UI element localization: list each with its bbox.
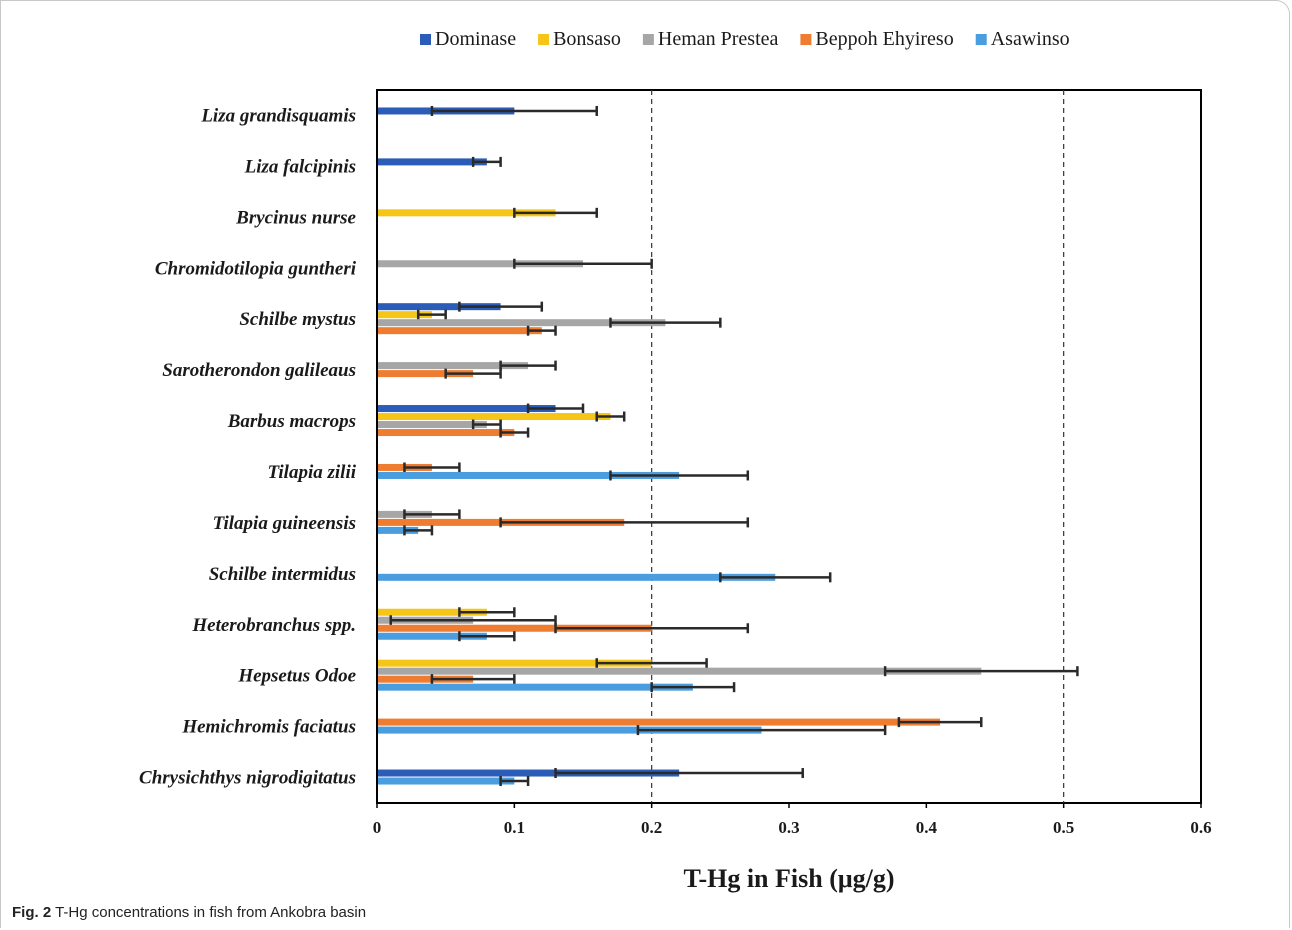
category-label: Liza falcipinis xyxy=(244,156,356,177)
caption-text: T-Hg concentrations in fish from Ankobra… xyxy=(55,904,367,921)
category-label: Hemichromis faciatus xyxy=(181,717,356,738)
legend-swatch xyxy=(800,34,812,45)
bar xyxy=(378,667,982,675)
x-tick-label: 0 xyxy=(373,818,382,837)
bar xyxy=(378,608,487,616)
plot-area: 0 0.1 0.2 0.3 0.4 0.5 0.6 Liza grandisquamis Liz… xyxy=(139,89,1212,837)
bar xyxy=(378,311,432,319)
x-tick-label: 0.6 xyxy=(1190,818,1211,837)
category-label: Chromidotilopia guntheri xyxy=(155,258,357,279)
bar-chart: Dominase Bonsaso Heman Prestea Beppoh Ehyir… xyxy=(139,28,1212,893)
bar xyxy=(378,327,542,335)
bar xyxy=(378,319,666,327)
x-axis-title: T-Hg in Fish (μg/g) xyxy=(684,864,895,893)
legend-label: Asawinso xyxy=(991,28,1070,50)
legend-label: Dominase xyxy=(435,28,516,50)
x-tick-label: 0.2 xyxy=(641,818,662,837)
bar xyxy=(378,659,652,667)
bar xyxy=(378,777,515,785)
x-tick-label: 0.3 xyxy=(778,818,799,837)
category-label: Hepsetus Odoe xyxy=(237,666,356,687)
category-label: Schilbe intermidus xyxy=(209,564,356,585)
bar xyxy=(378,718,941,726)
bar xyxy=(378,429,515,437)
bar xyxy=(378,209,556,217)
bar xyxy=(378,726,762,734)
bar xyxy=(378,413,611,421)
bar xyxy=(378,362,529,370)
bar xyxy=(378,675,474,683)
legend-label: Heman Prestea xyxy=(658,28,779,50)
bar xyxy=(378,632,487,640)
category-label: Schilbe mystus xyxy=(239,309,356,330)
x-tick-label: 0.5 xyxy=(1053,818,1074,837)
category-label: Brycinus nurse xyxy=(235,207,356,228)
bar xyxy=(378,303,501,311)
legend-swatch xyxy=(420,34,431,45)
bar xyxy=(378,260,583,268)
bar xyxy=(378,158,487,166)
category-label: Tilapia guineensis xyxy=(213,513,356,534)
legend-swatch xyxy=(975,34,987,45)
category-label: Chrysichthys nigrodigitatus xyxy=(139,768,356,789)
plot-frame xyxy=(376,89,1202,804)
category-label: Barbus macrops xyxy=(227,411,356,432)
x-tick-label: 0.4 xyxy=(916,818,938,837)
bar xyxy=(378,405,556,413)
legend-swatch xyxy=(642,34,654,45)
category-label: Sarotherondon galileaus xyxy=(162,360,356,381)
bar xyxy=(378,573,776,581)
category-label: Liza grandisquamis xyxy=(200,105,356,126)
x-tick-label: 0.1 xyxy=(504,818,525,837)
bar xyxy=(378,526,419,534)
bar xyxy=(378,769,680,777)
legend-swatch xyxy=(538,34,550,45)
legend: Dominase Bonsaso Heman Prestea Beppoh Ehyir… xyxy=(420,28,1070,50)
bar xyxy=(378,370,474,378)
bar xyxy=(378,421,487,429)
figure-label: Fig. 2 xyxy=(12,904,52,921)
bar xyxy=(378,471,680,479)
category-label: Tilapia zilii xyxy=(268,462,357,483)
bar xyxy=(378,683,693,691)
figure-caption: Fig. 2 T-Hg concentrations in fish from … xyxy=(12,904,366,921)
legend-label: Bonsaso xyxy=(553,28,621,50)
category-label: Heterobranchus spp. xyxy=(191,615,356,636)
bar xyxy=(378,624,652,632)
legend-label: Beppoh Ehyireso xyxy=(815,28,953,50)
